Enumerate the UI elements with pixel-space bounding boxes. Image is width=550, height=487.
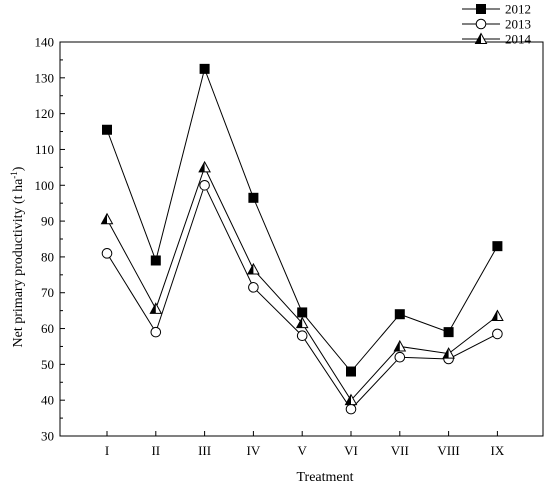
data-point xyxy=(346,366,356,377)
series-2013 xyxy=(101,179,503,415)
x-tick-label: III xyxy=(198,443,211,458)
series-2014 xyxy=(100,160,504,406)
data-point xyxy=(393,339,407,352)
data-point xyxy=(492,328,503,340)
y-tick-label: 70 xyxy=(41,285,54,300)
y-axis-label-superscript: -1 xyxy=(9,171,19,179)
y-axis-label: Net primary productivity (t ha-1) xyxy=(9,166,26,347)
y-axis-label-close: ) xyxy=(11,166,26,171)
y-tick-label: 90 xyxy=(41,214,54,229)
data-point xyxy=(296,330,308,342)
y-tick-label: 100 xyxy=(35,178,55,193)
data-point xyxy=(295,316,309,329)
y-tick-label: 50 xyxy=(41,357,54,372)
legend-item-2014: 2014 xyxy=(462,32,532,47)
x-tick-label: II xyxy=(151,443,160,458)
data-point xyxy=(100,212,114,225)
x-tick-label: VI xyxy=(344,443,358,458)
x-axis-label: Treatment xyxy=(296,470,353,485)
series-line-2013 xyxy=(106,183,498,410)
data-point xyxy=(101,248,113,259)
y-axis-ticks: 30 40 50 60 70 80 90 100 110 120 130 140 xyxy=(35,35,65,444)
data-point xyxy=(150,326,162,338)
legend-label: 2012 xyxy=(505,2,531,17)
data-point xyxy=(344,393,358,406)
x-tick-label: IV xyxy=(247,443,261,458)
data-point xyxy=(394,309,405,320)
series-layer xyxy=(100,63,504,415)
series-2012 xyxy=(102,63,503,377)
y-tick-label: 140 xyxy=(35,35,55,50)
y-tick-label: 40 xyxy=(41,393,54,408)
x-tick-label: IX xyxy=(491,443,505,458)
data-point xyxy=(248,282,259,293)
series-line-2014 xyxy=(106,166,498,402)
data-point xyxy=(492,241,503,252)
data-point xyxy=(198,160,211,173)
data-point xyxy=(443,327,454,338)
plot-axes xyxy=(59,41,544,437)
y-axis-label-main: Net primary productivity (t ha xyxy=(11,178,26,348)
legend-marker xyxy=(475,18,487,30)
data-point xyxy=(442,347,455,359)
data-point xyxy=(394,351,406,363)
legend-item-2013: 2013 xyxy=(462,17,531,32)
x-tick-label: V xyxy=(298,443,308,458)
y-tick-label: 120 xyxy=(35,106,55,121)
y-tick-label: 80 xyxy=(41,249,54,264)
x-tick-label: I xyxy=(105,443,109,458)
legend-marker xyxy=(474,32,488,44)
legend-label: 2013 xyxy=(505,17,531,32)
x-axis-ticks: I II III IV V VI VII VIII IX xyxy=(105,431,505,458)
data-point xyxy=(297,307,308,318)
data-point xyxy=(199,63,210,74)
data-point xyxy=(149,302,163,314)
legend-item-2012: 2012 xyxy=(462,2,531,17)
y-tick-label: 130 xyxy=(35,70,55,85)
legend-marker xyxy=(476,4,486,14)
y-tick-label: 110 xyxy=(35,142,54,157)
data-point xyxy=(199,179,210,191)
plot-frame xyxy=(59,41,544,437)
data-point xyxy=(345,403,357,415)
data-point xyxy=(102,124,112,135)
data-point xyxy=(248,192,259,203)
x-tick-label: VII xyxy=(391,443,409,458)
data-point xyxy=(491,309,504,322)
y-tick-label: 60 xyxy=(41,321,54,336)
data-point xyxy=(247,262,260,275)
legend-label: 2014 xyxy=(505,32,532,47)
data-point xyxy=(150,255,161,266)
y-tick-label: 30 xyxy=(41,429,54,444)
x-tick-label: VIII xyxy=(437,443,459,458)
